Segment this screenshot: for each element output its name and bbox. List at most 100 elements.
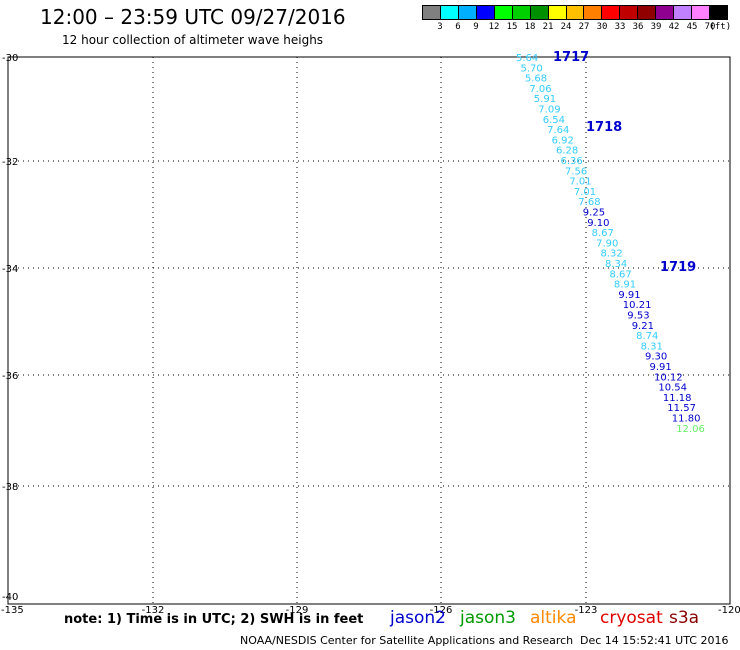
lon-tick-label: -129	[286, 605, 309, 616]
track-time-label: 1718	[586, 120, 622, 135]
color-scale: (ft) 3 6 9 12 15 18 21 24 27 30 33 36 39 42 45 70	[422, 5, 732, 33]
lat-tick-label: -30	[2, 53, 18, 64]
color-swatch	[710, 6, 727, 19]
footer-credit: NOAA/NESDIS Center for Satellite Applica…	[240, 634, 574, 647]
wave-height-value: 8.67	[592, 228, 614, 239]
color-scale-tick-label: 3	[437, 22, 443, 32]
color-scale-labels: (ft) 3 6 9 12 15 18 21 24 27 30 33 36 39 42 45 70	[422, 20, 732, 33]
track-time-label: 1719	[660, 260, 696, 275]
color-scale-tick-label: 6	[455, 22, 461, 32]
wave-height-value: 9.25	[583, 208, 605, 219]
wave-height-value: 8.31	[641, 341, 663, 352]
lat-tick-label: -40	[2, 592, 18, 603]
color-swatch	[602, 6, 621, 19]
wave-height-value: 12.06	[676, 424, 705, 435]
wave-height-value: 10.54	[658, 383, 687, 394]
lat-tick-label: -32	[2, 157, 18, 168]
lat-tick-label: -36	[2, 371, 18, 382]
color-swatch	[458, 6, 477, 19]
wave-height-value: 9.30	[645, 352, 667, 363]
lon-tick-label: -123	[575, 605, 598, 616]
page-title: 12:00 – 23:59 UTC 09/27/2016	[40, 5, 346, 29]
wave-height-value: 5.91	[534, 94, 556, 105]
color-swatch	[584, 6, 603, 19]
lon-tick-label: -135	[1, 605, 24, 616]
color-swatch	[494, 6, 513, 19]
lon-tick-label: -132	[142, 605, 165, 616]
color-swatch	[638, 6, 657, 19]
color-scale-bar	[422, 5, 728, 20]
legend-s3a: s3a	[669, 608, 700, 628]
units-note: note: 1) Time is in UTC; 2) SWH is in fe…	[64, 612, 364, 627]
color-swatch	[440, 6, 459, 19]
wave-height-value: 7.56	[565, 166, 587, 177]
color-scale-tick-label: 30	[596, 22, 608, 32]
wave-height-value: 11.57	[667, 403, 696, 414]
wave-height-value: 8.32	[601, 249, 623, 260]
wave-height-value: 9.91	[650, 362, 672, 373]
color-swatch	[512, 6, 531, 19]
color-swatch	[692, 6, 710, 19]
wave-height-value: 8.34	[605, 259, 627, 270]
wave-height-value: 9.21	[632, 321, 654, 332]
color-scale-tick-label: 45	[686, 22, 698, 32]
lon-tick-label: -120	[718, 605, 740, 616]
track-time-label: 1717	[553, 50, 589, 65]
wave-height-value: 6.92	[552, 135, 574, 146]
wave-height-value: 8.91	[614, 280, 636, 291]
color-scale-tick-label: 12	[488, 22, 500, 32]
wave-height-value: 8.74	[636, 331, 658, 342]
wave-height-value: 7.90	[596, 238, 618, 249]
color-scale-tick-label: 18	[524, 22, 536, 32]
wave-height-value: 5.68	[525, 74, 547, 85]
map-frame	[7, 56, 731, 605]
wave-height-value: 7.64	[547, 125, 569, 136]
lon-tick-label: -126	[430, 605, 453, 616]
wave-height-value: 7.68	[578, 197, 600, 208]
wave-height-value: 11.18	[663, 393, 692, 404]
wave-height-value: 7.01	[574, 187, 596, 198]
color-scale-tick-label: 15	[506, 22, 518, 32]
color-scale-tick-label: 70	[704, 22, 716, 32]
color-scale-tick-label: 42	[668, 22, 680, 32]
color-scale-tick-label: 33	[614, 22, 626, 32]
wave-height-value: 9.10	[587, 218, 609, 229]
wave-height-value: 7.09	[538, 105, 560, 116]
wave-height-value: 11.80	[672, 414, 701, 425]
color-scale-tick-label: 36	[632, 22, 644, 32]
color-swatch	[423, 6, 441, 19]
wave-height-value: 6.28	[556, 146, 578, 157]
wave-height-value: 9.91	[618, 290, 640, 301]
wave-height-value: 6.54	[543, 115, 565, 126]
color-swatch	[530, 6, 549, 19]
wave-height-value: 9.53	[627, 311, 649, 322]
color-swatch	[674, 6, 693, 19]
wave-height-value: 10.12	[654, 372, 683, 383]
wave-height-value: 7.06	[529, 84, 551, 95]
color-scale-tick-label: 9	[473, 22, 479, 32]
wave-height-value: 7.01	[569, 177, 591, 188]
legend-jason3: jason3	[460, 608, 516, 628]
legend-cryosat: cryosat	[600, 608, 663, 628]
color-swatch	[476, 6, 495, 19]
color-swatch	[548, 6, 567, 19]
wave-height-value: 8.67	[610, 269, 632, 280]
color-scale-tick-label: 39	[650, 22, 662, 32]
footer: NOAA/NESDIS Center for Satellite Applica…	[240, 634, 728, 647]
wave-height-value: 5.70	[521, 63, 543, 74]
lat-tick-label: -38	[2, 482, 18, 493]
color-swatch	[656, 6, 675, 19]
wave-height-value: 5.64	[516, 53, 538, 64]
legend-altika: altika	[530, 608, 577, 628]
color-scale-tick-label: 21	[542, 22, 554, 32]
lat-tick-label: -34	[2, 264, 18, 275]
wave-height-value: 6.36	[561, 156, 583, 167]
footer-timestamp: Dec 14 15:52:41 UTC 2016	[580, 634, 729, 647]
color-swatch	[620, 6, 639, 19]
page-subtitle: 12 hour collection of altimeter wave hei…	[62, 33, 324, 47]
color-scale-tick-label: 27	[578, 22, 590, 32]
color-scale-unit: (ft)	[709, 22, 732, 32]
wave-height-value: 10.21	[623, 300, 652, 311]
color-scale-tick-label: 24	[560, 22, 572, 32]
